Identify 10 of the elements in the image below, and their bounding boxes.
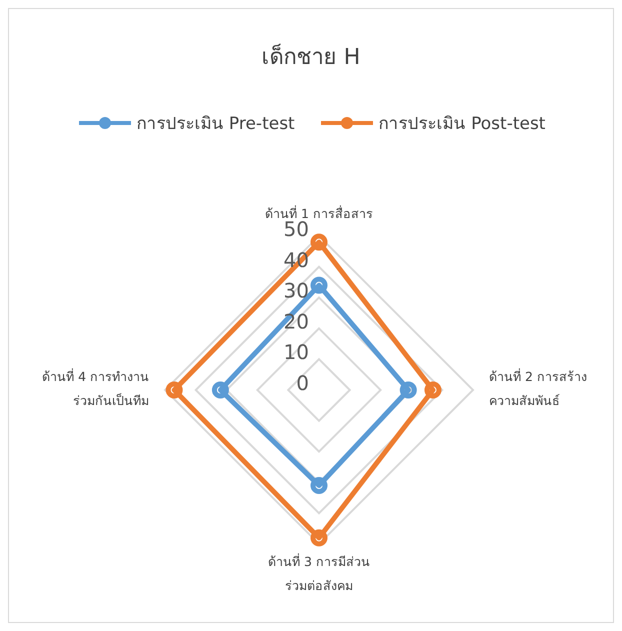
legend-label: การประเมิน Pre-test xyxy=(136,113,295,136)
y-tick-label: 20 xyxy=(284,309,309,334)
y-tick-label: 10 xyxy=(284,340,309,364)
spoke-label: ด้านที่ 2 การสร้าง ความสัมพันธ์ xyxy=(489,368,587,408)
legend-label: การประเมิน Post-test xyxy=(378,113,546,136)
spoke-label: ด้านที่ 3 การมีส่วน ร่วมต่อสังคม xyxy=(268,553,370,593)
y-tick-label: 0 xyxy=(296,371,309,395)
y-tick-label: 30 xyxy=(284,278,309,303)
chart-title: เด็กชาย H xyxy=(260,42,362,72)
spoke-label: ด้านที่ 4 การทำงาน ร่วมกันเป็นทีม xyxy=(42,368,149,408)
